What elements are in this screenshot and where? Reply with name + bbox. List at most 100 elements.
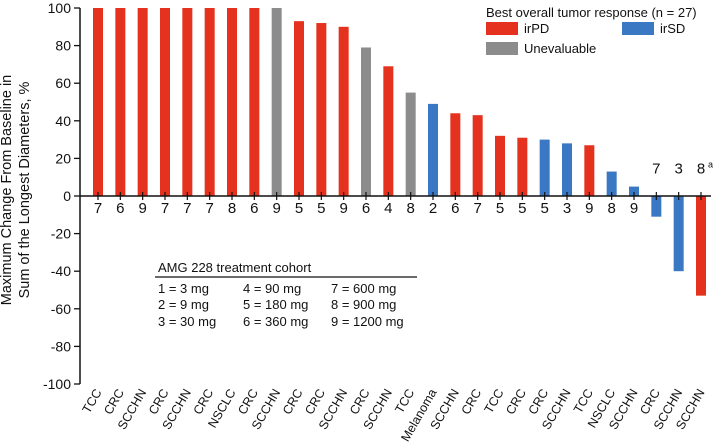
cohort-label: 7	[205, 200, 213, 217]
x-tick-label: TCC	[80, 387, 105, 416]
bar	[294, 21, 304, 196]
bar	[517, 137, 528, 196]
cohort-cell: 9 = 1200 mg	[331, 314, 404, 329]
bars-layer	[93, 8, 706, 296]
bar	[651, 196, 662, 217]
cohort-cell: 2 = 9 mg	[158, 297, 209, 312]
y-axis-label-line-1: Maximum Change From Baseline in	[0, 75, 15, 305]
bar	[338, 26, 349, 196]
y-axis-label: Maximum Change From Baseline in Sum of t…	[0, 75, 33, 305]
cohort-label: 3	[674, 160, 682, 177]
y-tick-label: 100	[48, 0, 72, 16]
bar	[160, 8, 170, 196]
cohort-label: 7	[161, 200, 169, 217]
cohort-label: 8	[228, 200, 236, 217]
cohort-label: 6	[250, 200, 258, 217]
legend-label-irsd: irSD	[660, 21, 685, 36]
bar	[271, 8, 282, 196]
cohort-label: 5	[295, 200, 303, 217]
cohort-label: 2	[429, 200, 437, 217]
y-axis-label-line-2: Sum of the Longest Diameters, %	[17, 82, 33, 299]
bar	[450, 113, 461, 196]
cohort-cell: 8 = 900 mg	[331, 297, 396, 312]
bar	[115, 8, 126, 196]
y-tick-label: -60	[51, 301, 71, 317]
bar	[539, 139, 550, 196]
y-tick-label: 40	[55, 113, 71, 129]
cohort-labels-layer: 7 6 9 7 7 7 8 6 9 5 5 9 6 4 8 2 6 7 5 5 5 3 9 8 97 3 8 a	[94, 159, 713, 216]
y-tick-label: 0	[63, 188, 71, 204]
bar	[204, 8, 215, 196]
x-tick-labels-layer: TCCCRCSCCHNCRCSCCHNCRCNSCLCCRCSCCHNCRCCR…	[80, 386, 708, 444]
zero-baseline	[80, 192, 711, 200]
cohort-label: 6	[451, 200, 459, 217]
cohort-label: 4	[384, 200, 392, 217]
bar	[495, 135, 505, 196]
cohort-label: 7	[94, 200, 102, 217]
legend-label-unevaluable: Unevaluable	[524, 41, 596, 56]
y-axis: -100 -80 -60 -40 -20 0 20 40 60 80 100	[43, 0, 81, 392]
cohort-cell: 7 = 600 mg	[331, 281, 396, 296]
cohort-label: 5	[518, 200, 526, 217]
cohort-label: 9	[138, 200, 146, 217]
cohort-label: 6	[116, 200, 124, 217]
cohort-cell: 4 = 90 mg	[243, 281, 301, 296]
cohort-label: 5	[496, 200, 504, 217]
cohort-label: 9	[339, 200, 347, 217]
bar	[428, 103, 438, 196]
y-tick-label: -20	[51, 226, 71, 242]
cohort-label: 7	[652, 160, 660, 177]
cohort-label: 6	[362, 200, 370, 217]
bar	[673, 196, 684, 272]
cohort-label: 8	[406, 200, 414, 217]
cohort-label: 8	[607, 200, 615, 217]
y-tick-label: 20	[55, 150, 71, 166]
cohort-cell: 1 = 3 mg	[158, 281, 209, 296]
bar	[383, 66, 394, 196]
cohort-label: 9	[630, 200, 638, 217]
cohort-table: AMG 228 treatment cohort 1 = 3 mg 4 = 90…	[155, 260, 417, 329]
cohort-footnote-marker: a	[708, 159, 713, 169]
cohort-cell: 3 = 30 mg	[158, 314, 216, 329]
cohort-label: 3	[563, 200, 571, 217]
legend-title: Best overall tumor response (n = 27)	[486, 5, 697, 20]
cohort-cell: 6 = 360 mg	[243, 314, 308, 329]
bar	[227, 8, 237, 196]
x-tick-label: CRC	[459, 387, 485, 417]
bar	[472, 115, 483, 196]
cohort-cell: 5 = 180 mg	[243, 297, 308, 312]
bar	[405, 92, 416, 196]
bar	[316, 23, 327, 196]
y-tick-label: -100	[43, 376, 71, 392]
legend-swatch-irsd	[622, 22, 654, 35]
bar	[696, 196, 706, 296]
y-tick-label: -40	[51, 263, 71, 279]
cohort-label: 7	[473, 200, 481, 217]
bar	[182, 8, 193, 196]
bar	[562, 143, 572, 196]
x-tick-label: CRC	[280, 387, 306, 417]
legend-label-irpd: irPD	[524, 21, 549, 36]
cohort-label: 5	[540, 200, 548, 217]
x-tick-label: CRC	[503, 387, 529, 417]
cohort-label: 8	[697, 160, 705, 177]
y-tick-label: 60	[55, 75, 71, 91]
y-tick-label: 80	[55, 38, 71, 54]
bar	[93, 8, 103, 196]
cohort-label: 9	[585, 200, 593, 217]
cohort-label: 9	[272, 200, 280, 217]
x-tick-label: TCC	[482, 387, 507, 416]
bar	[361, 47, 371, 197]
bar	[606, 171, 617, 196]
y-tick-label: -80	[51, 338, 71, 354]
legend: Best overall tumor response (n = 27) irP…	[486, 5, 697, 56]
bar	[629, 186, 639, 196]
legend-swatch-unevaluable	[486, 42, 518, 55]
legend-swatch-irpd	[486, 22, 518, 35]
bar	[249, 8, 260, 196]
cohort-label: 5	[317, 200, 325, 217]
cohort-table-title: AMG 228 treatment cohort	[158, 260, 312, 275]
bar	[584, 145, 595, 196]
bar	[137, 8, 148, 196]
